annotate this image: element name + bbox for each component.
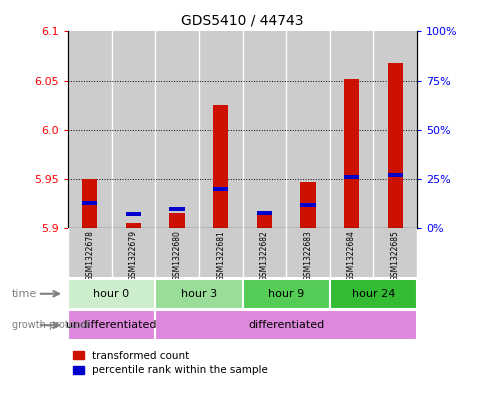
Text: GSM1322679: GSM1322679 [129,230,137,281]
Text: GSM1322685: GSM1322685 [390,230,399,281]
Bar [155,279,242,309]
Bar [125,223,141,228]
Text: GSM1322678: GSM1322678 [85,230,94,281]
Bar [82,179,97,228]
Bar [300,204,315,207]
Bar [373,228,416,277]
Bar [169,208,184,211]
Bar [373,31,416,228]
Bar [212,187,228,191]
Bar [125,212,141,216]
Title: GDS5410 / 44743: GDS5410 / 44743 [181,13,303,28]
Bar [242,279,329,309]
Text: GSM1322681: GSM1322681 [216,230,225,281]
Bar [82,202,97,205]
Bar [111,31,155,228]
Bar [329,31,373,228]
Bar [155,310,416,340]
Bar [68,31,111,228]
Text: growth protocol: growth protocol [12,320,89,331]
Text: hour 9: hour 9 [268,289,303,299]
Text: hour 0: hour 0 [93,289,129,299]
Bar [198,228,242,277]
Bar [155,31,198,228]
Bar [300,182,315,228]
Bar [242,228,286,277]
Text: differentiated: differentiated [247,320,324,330]
Text: GSM1322683: GSM1322683 [303,230,312,281]
Legend: transformed count, percentile rank within the sample: transformed count, percentile rank withi… [73,351,267,375]
Bar [256,211,272,215]
Bar [387,173,402,177]
Bar [68,310,155,340]
Bar [329,279,416,309]
Text: time: time [12,289,37,299]
Bar [256,213,272,228]
Bar [329,228,373,277]
Text: GSM1322682: GSM1322682 [259,230,268,281]
Text: undifferentiated: undifferentiated [66,320,156,330]
Text: GSM1322680: GSM1322680 [172,230,181,281]
Bar [387,63,402,228]
Bar [155,228,198,277]
Bar [169,213,184,228]
Text: hour 24: hour 24 [351,289,394,299]
Bar [343,175,359,179]
Bar [68,279,155,309]
Bar [68,228,111,277]
Text: GSM1322684: GSM1322684 [347,230,355,281]
Bar [286,228,329,277]
Bar [343,79,359,228]
Bar [111,228,155,277]
Text: hour 3: hour 3 [181,289,216,299]
Bar [198,31,242,228]
Bar [286,31,329,228]
Bar [212,105,228,228]
Bar [242,31,286,228]
